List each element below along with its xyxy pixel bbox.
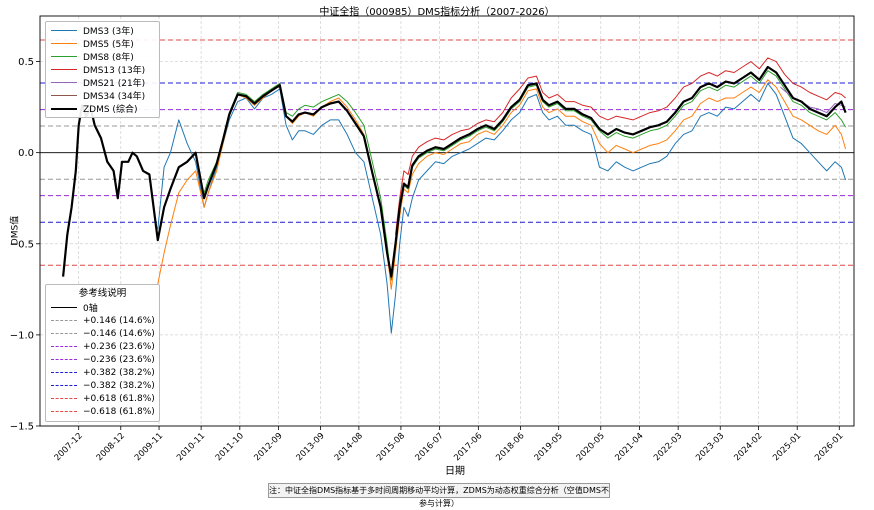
legend-swatch — [51, 359, 77, 360]
legend-item: DMS21 (21年) — [46, 76, 159, 89]
y-tick-label: −1.5 — [10, 422, 34, 433]
legend-swatch — [51, 43, 77, 44]
y-tick-label: −1.0 — [10, 330, 34, 341]
x-axis-label: 日期 — [445, 466, 465, 477]
legend-label: −0.236 (23.6%) — [83, 354, 155, 365]
legend-item: DMS3 (3年) — [46, 24, 159, 37]
x-tick-label: 2016-07 — [414, 431, 446, 463]
x-tick-label: 2007-12 — [53, 431, 85, 463]
legend-swatch — [51, 107, 77, 110]
legend-label: DMS34 (34年) — [83, 92, 146, 102]
x-tick-label: 2020-05 — [575, 431, 607, 463]
x-tick-label: 2022-03 — [652, 431, 684, 463]
x-tick-label: 2023-03 — [694, 431, 726, 463]
legend-label: +0.236 (23.6%) — [83, 341, 155, 352]
x-tick-label: 2014-08 — [333, 431, 365, 463]
series-line — [395, 57, 846, 235]
x-tick-label: 2026-01 — [813, 431, 845, 463]
reference-legend-item: −0.618 (61.8%) — [46, 405, 159, 418]
y-axis-label: DMS值 — [10, 215, 21, 246]
legend-label: −0.618 (61.8%) — [83, 406, 155, 417]
legend-swatch — [51, 333, 77, 334]
legend-swatch — [51, 346, 77, 347]
legend-swatch — [51, 30, 77, 31]
legend-item: DMS13 (13年) — [46, 63, 159, 76]
legend-swatch — [51, 56, 77, 57]
reference-legend-item: +0.382 (38.2%) — [46, 366, 159, 379]
axes-frame — [39, 15, 855, 427]
legend-item: DMS34 (34年) — [46, 89, 159, 102]
x-tick-label: 2017-06 — [452, 431, 484, 463]
legend-swatch — [51, 95, 77, 96]
x-tick-label: 2018-06 — [494, 431, 526, 463]
x-tick-label: 2008-12 — [95, 431, 127, 463]
x-tick-label: 2015-08 — [375, 431, 407, 463]
legend-label: DMS8 (8年) — [83, 53, 134, 63]
legend-item: ZDMS (综合) — [46, 102, 159, 115]
x-tick-label: 2025-01 — [771, 431, 803, 463]
reference-legend-title: 参考线说明 — [78, 288, 127, 299]
reference-legend-item: −0.382 (38.2%) — [46, 379, 159, 392]
legend-label: DMS5 (5年) — [83, 40, 134, 50]
x-tick-label: 2021-04 — [613, 431, 645, 463]
reference-legend-item: +0.236 (23.6%) — [46, 340, 159, 353]
y-tick-label: −0.5 — [10, 239, 34, 250]
plot-area — [40, 16, 854, 426]
legend-swatch — [51, 398, 77, 399]
reference-legend-item: +0.618 (61.8%) — [46, 392, 159, 405]
reference-legend-item: −0.236 (23.6%) — [46, 353, 159, 366]
footnote: 注：中证全指DMS指标基于多时间周期移动平均计算，ZDMS为动态权重综合分析（空… — [268, 483, 610, 508]
y-tick-label: 0.0 — [18, 148, 34, 159]
reference-legend-item: −0.146 (14.6%) — [46, 327, 159, 340]
legend-swatch — [51, 69, 77, 70]
legend-label: −0.382 (38.2%) — [83, 380, 155, 391]
x-tick-label: 2013-09 — [295, 431, 327, 463]
legend-item: DMS5 (5年) — [46, 37, 159, 50]
reference-legend: 参考线说明 0轴 +0.146 (14.6%) −0.146 (14.6%) +0.2… — [45, 284, 160, 422]
legend-swatch — [51, 307, 77, 308]
x-tick-label: 2019-05 — [533, 431, 565, 463]
x-tick-label: 2010-11 — [175, 431, 207, 463]
chart-title: 中证全指（000985）DMS指标分析（2007-2026） — [319, 7, 555, 18]
legend-swatch — [51, 411, 77, 412]
series-line — [62, 65, 847, 278]
legend-label: +0.382 (38.2%) — [83, 367, 155, 378]
legend-swatch — [51, 320, 77, 321]
legend-swatch — [51, 372, 77, 373]
legend-label: DMS13 (13年) — [83, 66, 146, 76]
reference-legend-item: 0轴 — [46, 301, 159, 314]
legend-swatch — [51, 385, 77, 386]
x-tick-label: 2024-02 — [732, 431, 764, 463]
legend-label: +0.618 (61.8%) — [83, 393, 155, 404]
legend-label: 0轴 — [83, 304, 98, 314]
legend-label: +0.146 (14.6%) — [83, 315, 155, 326]
legend-label: −0.146 (14.6%) — [83, 328, 155, 339]
legend-label: DMS3 (3年) — [83, 27, 134, 37]
legend-label: DMS21 (21年) — [83, 79, 146, 89]
legend-label: ZDMS (综合) — [83, 105, 138, 115]
series-line — [157, 82, 847, 334]
series-legend: DMS3 (3年) DMS5 (5年) DMS8 (8年) DMS13 (13年) DM… — [45, 21, 160, 118]
legend-item: DMS8 (8年) — [46, 50, 159, 63]
x-tick-label: 2011-10 — [214, 431, 246, 463]
legend-swatch — [51, 82, 77, 83]
reference-legend-item: +0.146 (14.6%) — [46, 314, 159, 327]
x-tick-label: 2012-09 — [252, 431, 284, 463]
y-tick-label: 0.5 — [18, 57, 34, 68]
x-tick-label: 2009-11 — [133, 431, 165, 463]
